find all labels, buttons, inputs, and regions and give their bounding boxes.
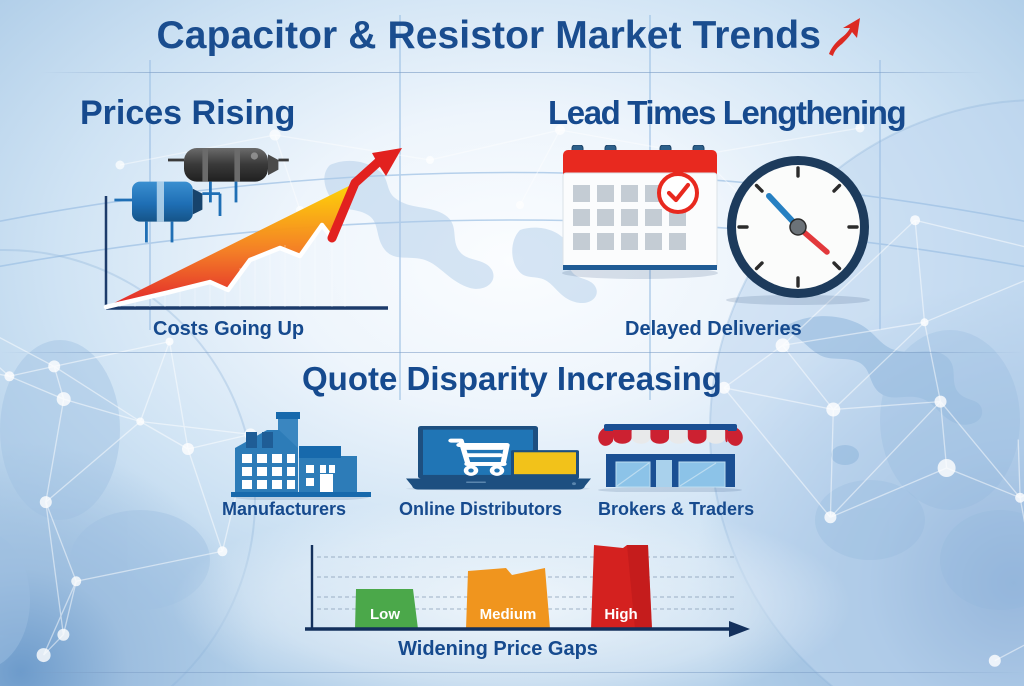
svg-text:Medium: Medium [480, 606, 537, 623]
svg-text:High: High [604, 606, 637, 623]
svg-text:Low: Low [370, 606, 400, 623]
